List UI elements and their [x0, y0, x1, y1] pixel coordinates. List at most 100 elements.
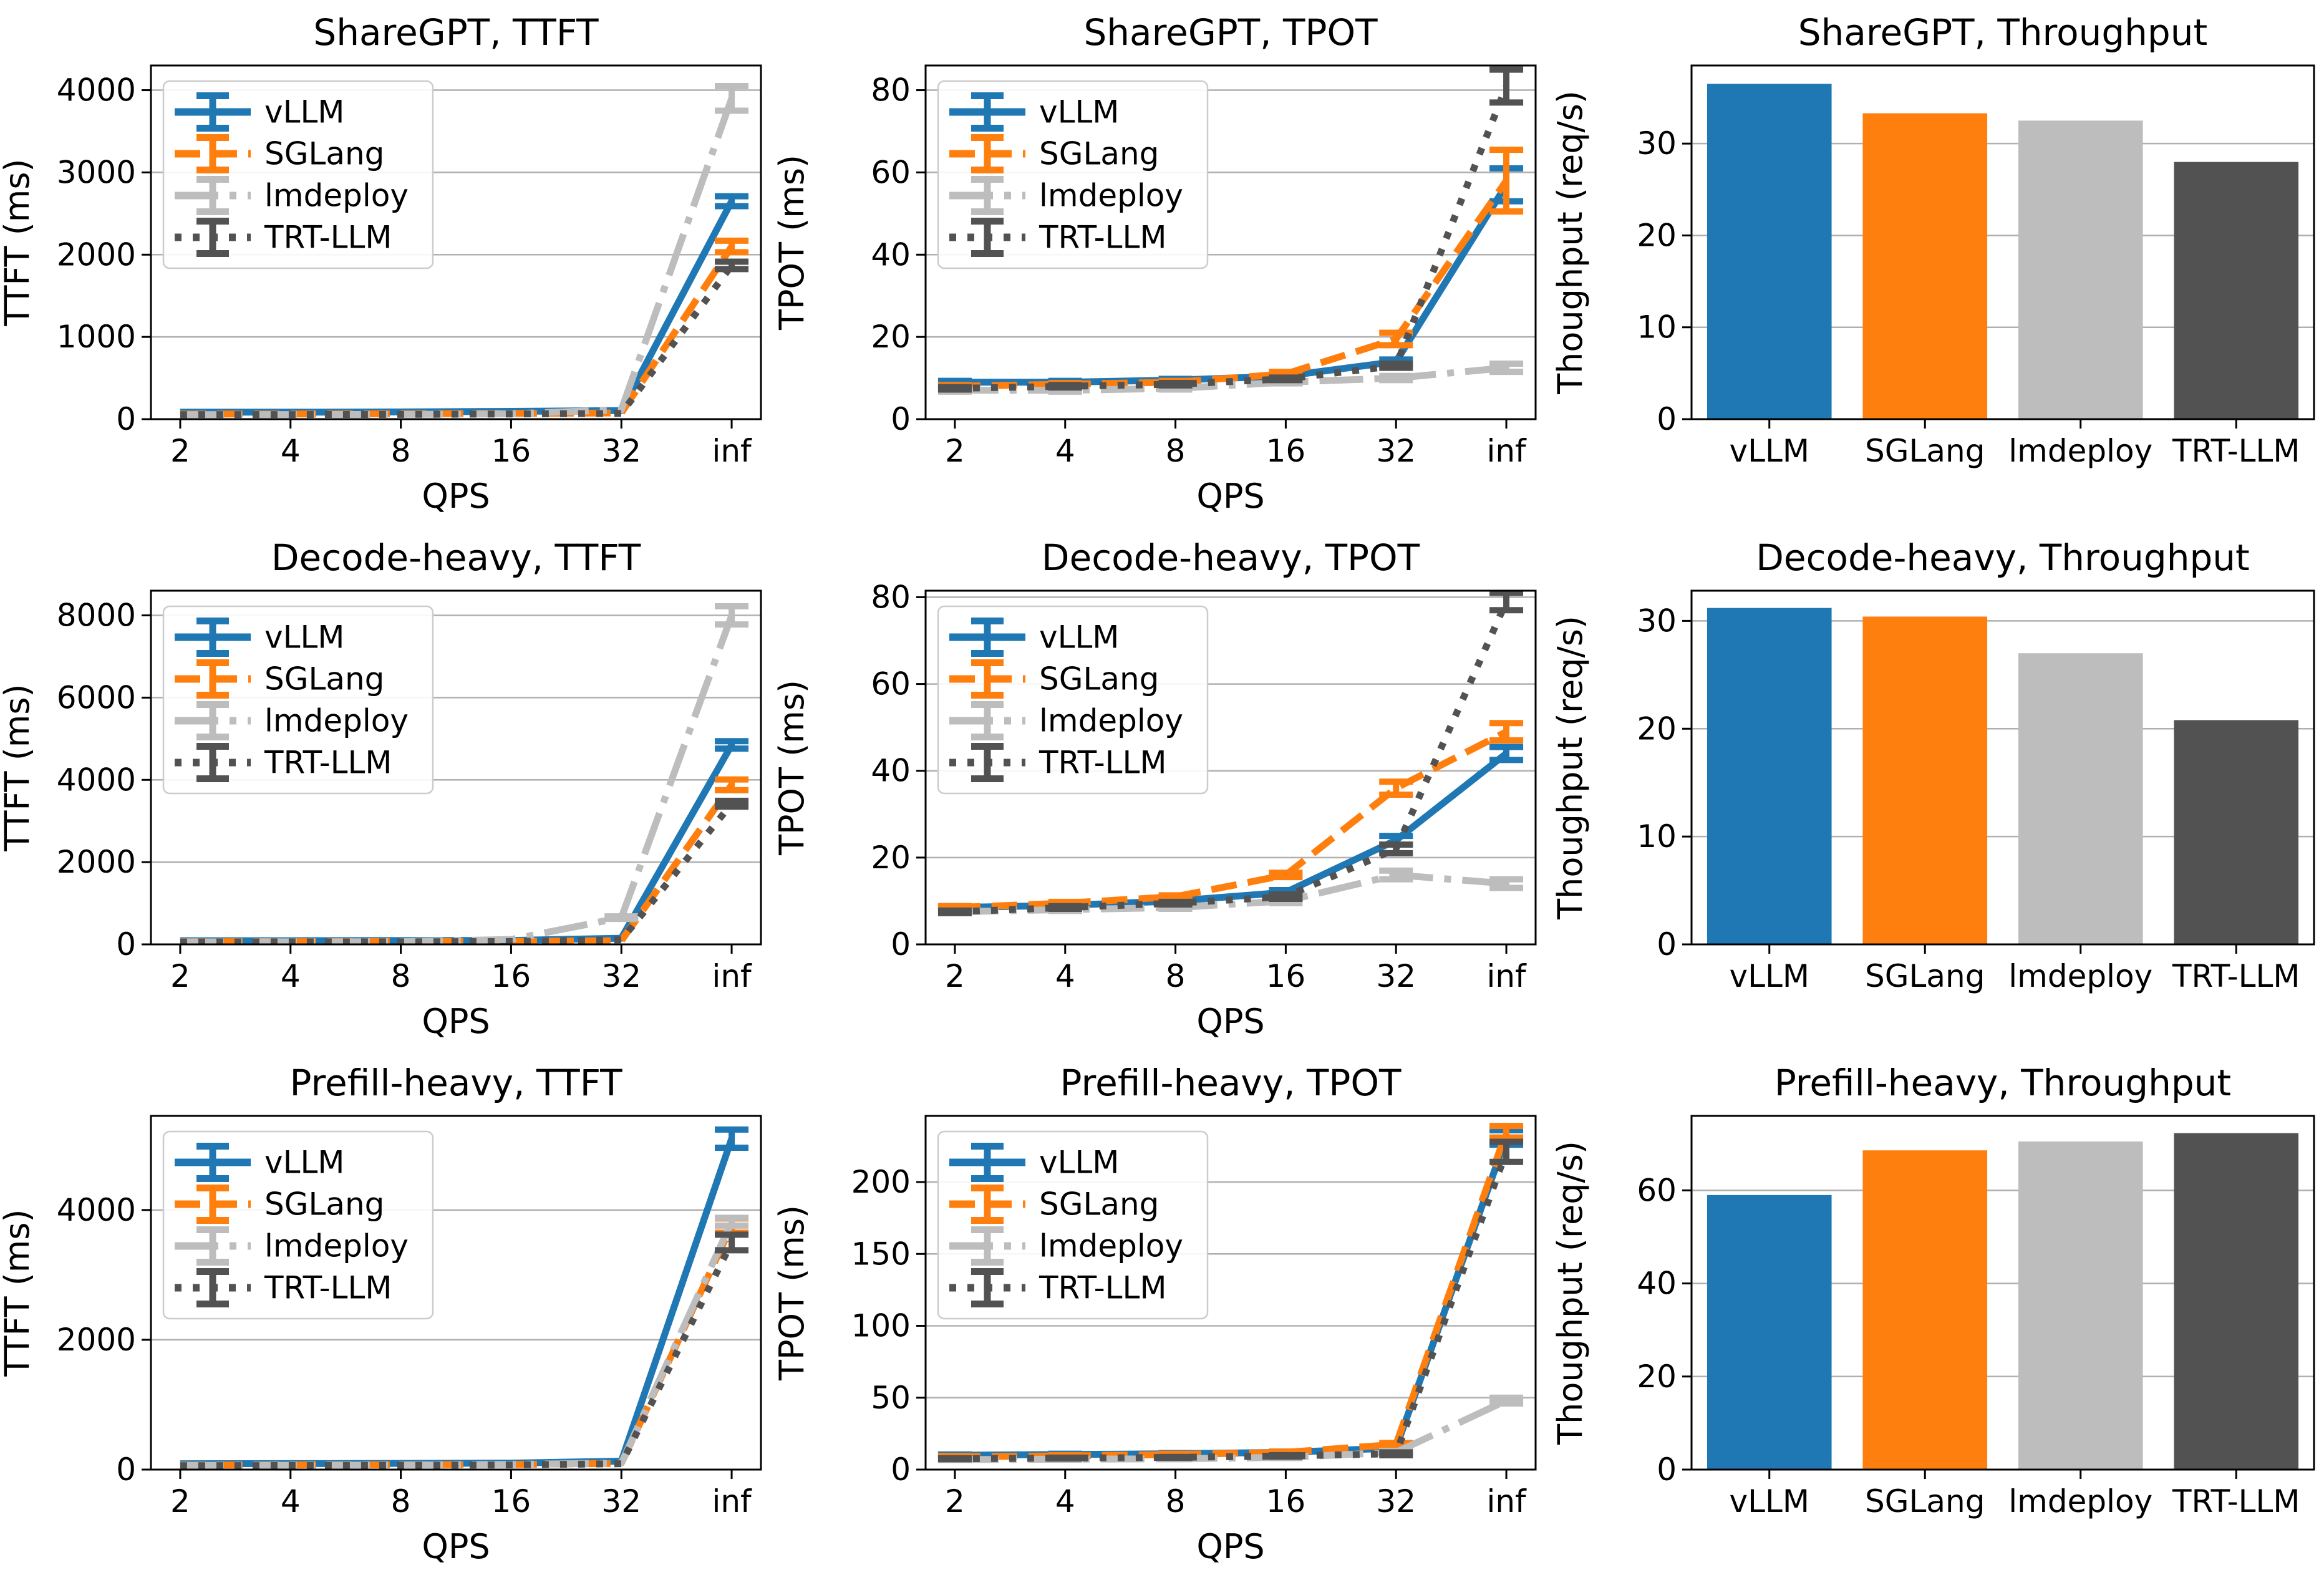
y-tick-label: 40 — [1637, 1266, 1677, 1302]
bar-vllm — [1707, 1195, 1832, 1470]
error-bar — [1489, 147, 1524, 215]
x-tick-label: inf — [712, 958, 752, 994]
legend-label: TRT-LLM — [264, 745, 392, 781]
x-tick-label: vLLM — [1730, 1483, 1809, 1519]
error-bar — [715, 776, 749, 793]
legend-label: TRT-LLM — [264, 220, 392, 256]
x-tick-label: 4 — [281, 958, 301, 994]
x-tick-label: inf — [1486, 1483, 1527, 1519]
y-tick-label: 40 — [871, 753, 911, 789]
legend-entry-lmdeploy: lmdeploy — [949, 701, 1183, 740]
chart-title: ShareGPT, Throughput — [1798, 11, 2208, 54]
error-bar — [1158, 1453, 1193, 1461]
x-tick-label: 32 — [1376, 958, 1416, 994]
x-tick-label: 2 — [170, 1483, 190, 1519]
series-line-trt-llm — [180, 1241, 735, 1470]
chart-sharegpt-ttft: 0 1000 2000 3000 4000 2 4 8 16 32 inf ShareGPT, TTF… — [0, 0, 775, 525]
legend-label: SGLang — [1039, 661, 1159, 697]
legend-label: SGLang — [264, 1186, 384, 1223]
series-trt-llm — [180, 1231, 749, 1470]
series-group — [180, 82, 749, 419]
y-tick-label: 20 — [1637, 710, 1677, 747]
y-tick-label: 0 — [116, 401, 136, 437]
legend-entry-lmdeploy: lmdeploy — [175, 1226, 409, 1266]
legend-label: SGLang — [1039, 136, 1159, 172]
legend-label: lmdeploy — [264, 178, 409, 214]
error-bar — [1269, 1451, 1303, 1460]
series-line-trt-llm — [954, 1150, 1510, 1463]
x-tick-label: lmdeploy — [2008, 1483, 2152, 1519]
error-bar — [1379, 1449, 1413, 1458]
x-tick-label: 2 — [945, 433, 965, 469]
x-tick-label: 4 — [1055, 1483, 1075, 1519]
y-axis: 0 20 40 60 — [1637, 1172, 1692, 1488]
axes-spines — [1690, 64, 2315, 420]
series-line-trt-llm — [954, 84, 1510, 392]
x-tick-label: 2 — [945, 1483, 965, 1519]
y-tick-label: 150 — [851, 1236, 911, 1272]
x-tick-label: TRT-LLM — [2172, 958, 2300, 994]
y-tick-label: 60 — [871, 666, 911, 702]
series-trt-llm — [180, 258, 749, 419]
x-tick-label: 32 — [1376, 433, 1416, 469]
y-axis-label: Thoughput (req/s) — [1551, 1141, 1590, 1445]
legend: vLLM SGLang lmdeploy TRT-LLM — [937, 80, 1209, 269]
legend-entry-lmdeploy: lmdeploy — [175, 701, 409, 740]
error-bar — [1269, 374, 1303, 384]
y-tick-label: 10 — [1637, 818, 1677, 855]
legend-label: lmdeploy — [264, 1228, 409, 1264]
legend-entry-trt-llm: TRT-LLM — [175, 218, 392, 257]
legend-label: lmdeploy — [1039, 1228, 1183, 1264]
chart-title: Prefill-heavy, TTFT — [289, 1062, 622, 1104]
error-bar — [1489, 1394, 1524, 1407]
legend: vLLM SGLang lmdeploy TRT-LLM — [937, 605, 1209, 795]
x-tick-label: 16 — [1266, 433, 1306, 469]
y-tick-label: 60 — [1637, 1172, 1677, 1208]
x-tick-label: 2 — [170, 958, 190, 994]
y-tick-label: 8000 — [57, 598, 136, 634]
x-axis: 2 4 8 16 32 inf — [170, 1470, 752, 1519]
x-tick-label: 32 — [1376, 1483, 1416, 1519]
series-trt-llm — [937, 1138, 1524, 1463]
y-tick-label: 1000 — [57, 319, 136, 355]
chart-title: Decode-heavy, Throughput — [1756, 536, 2250, 579]
y-axis-label: TTFT (ms) — [0, 158, 37, 326]
y-tick-label: 2000 — [57, 236, 136, 273]
x-tick-label: SGLang — [1865, 433, 1985, 469]
y-axis-label: TTFT (ms) — [0, 684, 37, 851]
bars — [1707, 84, 2299, 420]
series-line-trt-llm — [954, 600, 1510, 916]
y-tick-label: 4000 — [57, 762, 136, 798]
legend-entry-trt-llm: TRT-LLM — [175, 743, 392, 782]
bar-lmdeploy — [2018, 120, 2143, 419]
x-axis: 2 4 8 16 32 inf — [945, 944, 1527, 994]
error-bar — [1379, 360, 1413, 371]
series-line-trt-llm — [180, 802, 735, 944]
legend-entry-trt-llm: TRT-LLM — [175, 1268, 392, 1307]
series-trt-llm — [937, 66, 1524, 393]
x-tick-label: 32 — [601, 433, 641, 469]
legend-box — [162, 1130, 434, 1320]
y-axis-label: TTFT (ms) — [0, 1209, 37, 1377]
bar-trt-llm — [2174, 720, 2299, 944]
series-line-lmdeploy — [954, 364, 1507, 394]
chart-prefill-heavy-tpot-plot: 0 50 100 150 200 2 4 8 16 32 inf Prefill-heavy, TPO… — [775, 1062, 1537, 1566]
error-bar — [715, 258, 749, 273]
legend-label: vLLM — [1039, 619, 1119, 656]
y-tick-label: 0 — [1657, 1451, 1677, 1488]
x-axis-label: QPS — [422, 1527, 490, 1566]
legend-label: SGLang — [1039, 1186, 1159, 1223]
y-tick-label: 50 — [871, 1380, 911, 1416]
error-bar — [937, 907, 972, 916]
bar-lmdeploy — [2018, 1141, 2143, 1470]
error-bar — [1048, 903, 1082, 912]
chart-decode-heavy-throughput-plot: 0 10 20 30 vLLM SGLang lmdeploy TRT-LLM Decode-h… — [1551, 536, 2315, 994]
y-tick-label: 0 — [891, 401, 911, 437]
legend-entry-lmdeploy: lmdeploy — [175, 176, 409, 215]
chart-sharegpt-tpot-plot: 0 20 40 60 80 2 4 8 16 32 inf ShareGPT, TPOT TPOT (m… — [775, 11, 1537, 516]
x-tick-label: 2 — [945, 958, 965, 994]
error-bar — [715, 237, 749, 256]
y-axis: 0 20 40 60 80 — [871, 579, 926, 962]
y-axis-label: Thoughput (req/s) — [1551, 616, 1590, 920]
error-bar — [1379, 867, 1413, 883]
